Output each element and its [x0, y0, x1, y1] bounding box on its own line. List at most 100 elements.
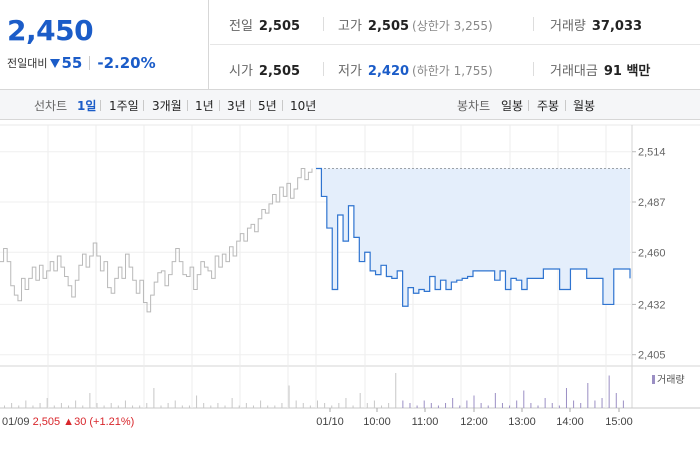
y-tick-label: 2,405	[638, 350, 666, 362]
volume-bar	[295, 400, 297, 408]
x-tick-label: 11:00	[412, 416, 439, 428]
volume-bar	[523, 390, 525, 408]
prev-day-date: 01/09	[2, 416, 33, 428]
divider	[89, 56, 91, 70]
volume-bar	[217, 403, 219, 408]
change-label: 전일대비	[7, 57, 48, 70]
y-tick-label: 2,487	[638, 197, 666, 209]
volume-bar	[359, 393, 361, 408]
tab-1-week[interactable]: 1주일	[109, 99, 139, 113]
tab-weekly-candle[interactable]: 주봉	[537, 99, 560, 113]
stat-label: 고가	[338, 19, 362, 34]
volume-bar	[4, 405, 5, 408]
price-chart-svg: 2,514 2,487 2,460 2,432 2,405 거래량 01/10 10:00 11…	[0, 124, 700, 428]
stat-trade-value: 거래대금 91 백만	[550, 60, 650, 79]
volume-bar	[132, 405, 134, 408]
volume-bar	[139, 405, 141, 408]
volume-bar	[459, 405, 461, 408]
change-row: 전일대비 55 -2.20%	[7, 54, 156, 72]
divider	[282, 100, 283, 111]
volume-bar	[537, 405, 539, 408]
series-today-fill	[316, 168, 630, 307]
current-price: 2,450	[7, 14, 94, 47]
divider	[528, 100, 529, 111]
volume-bar	[196, 395, 198, 408]
stat-label: 전일	[229, 19, 253, 34]
volume-bar	[32, 405, 34, 408]
stat-value: 2,505	[367, 19, 410, 34]
volume-bar	[615, 393, 617, 408]
volume-bar	[25, 400, 27, 408]
volume-bar	[416, 405, 418, 408]
stat-label: 시가	[229, 64, 253, 79]
volume-bar	[366, 403, 368, 408]
volume-bar	[160, 405, 162, 408]
previous-day-info: 01/09 2,505 ▲30 (+1.21%)	[2, 416, 134, 428]
x-tick-label: 15:00	[605, 416, 633, 428]
volume-bar	[82, 405, 84, 408]
down-triangle-icon	[50, 58, 61, 68]
candle-chart-label: 봉차트	[457, 99, 491, 113]
volume-bar	[238, 405, 240, 408]
volume-bar	[473, 395, 475, 408]
stat-value: 2,505	[258, 19, 301, 34]
stat-open: 시가 2,505	[229, 60, 300, 79]
volume-bar	[373, 400, 375, 408]
divider	[187, 100, 188, 111]
tab-5-years[interactable]: 5년	[258, 99, 277, 113]
tab-daily-candle[interactable]: 일봉	[501, 99, 524, 113]
volume-bar	[245, 403, 247, 408]
volume-bar	[203, 403, 205, 408]
volume-bar	[430, 403, 432, 408]
volume-bar	[252, 405, 254, 408]
volume-bar	[146, 403, 148, 408]
divider	[219, 100, 220, 111]
divider	[100, 100, 101, 111]
volume-bar	[530, 403, 532, 408]
lower-limit: (하한가 1,755)	[412, 64, 493, 78]
volume-bar	[231, 398, 233, 408]
volume-bar	[381, 405, 383, 408]
volume-bar	[288, 385, 290, 408]
change-percent: -2.20%	[97, 54, 156, 72]
tab-3-years[interactable]: 3년	[227, 99, 246, 113]
volume-bar	[68, 405, 70, 408]
volume-bar	[544, 398, 546, 408]
tab-1-year[interactable]: 1년	[195, 99, 214, 113]
volume-bar	[565, 388, 567, 408]
tab-monthly-candle[interactable]: 월봉	[573, 99, 596, 113]
volume-bar	[402, 400, 404, 408]
stat-low: 저가 2,420 (하한가 1,755)	[338, 60, 493, 79]
stat-value: 2,420	[367, 64, 410, 79]
volume-bar	[352, 405, 354, 408]
line-chart-label: 선차트	[34, 99, 68, 113]
volume-bar	[11, 403, 13, 408]
volume-legend-swatch	[652, 375, 655, 384]
volume-bar	[89, 393, 91, 408]
tab-3-months[interactable]: 3개월	[152, 99, 182, 113]
volume-bar	[224, 405, 226, 408]
y-tick-label: 2,514	[638, 147, 666, 159]
tab-1-day[interactable]: 1일	[77, 99, 97, 113]
volume-bar	[480, 403, 482, 408]
tab-10-years[interactable]: 10년	[290, 99, 317, 113]
divider	[323, 62, 324, 76]
volume-bar	[324, 403, 326, 408]
volume-legend-label: 거래량	[657, 374, 685, 386]
volume-bar	[409, 403, 411, 408]
volume-bar	[124, 400, 126, 408]
volume-bar	[302, 403, 304, 408]
volume-bar	[53, 405, 55, 408]
y-tick-label: 2,432	[638, 299, 666, 311]
intraday-chart[interactable]: 2,514 2,487 2,460 2,432 2,405 거래량 01/10 10:00 11…	[0, 121, 700, 450]
volume-bar	[516, 400, 518, 408]
volume-bar	[167, 403, 169, 408]
stock-summary: 2,450 전일대비 55 -2.20% 전일 2,505 고가 2,505 (상한가…	[0, 0, 700, 90]
volume-bar	[501, 403, 503, 408]
x-tick-label: 01/10	[316, 416, 344, 428]
volume-bar	[558, 405, 560, 408]
x-tick-label: 10:00	[363, 416, 391, 428]
x-tick-label: 12:00	[460, 416, 488, 428]
y-tick-label: 2,460	[638, 247, 666, 259]
prev-day-close: 2,505 ▲	[33, 416, 74, 428]
